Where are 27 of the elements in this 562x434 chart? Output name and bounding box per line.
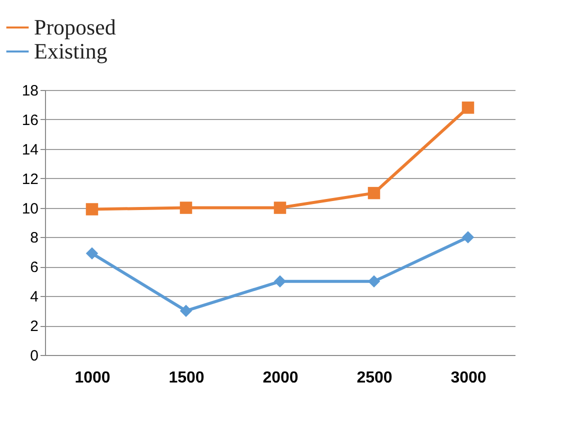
x-tick-label: 1500 bbox=[168, 370, 204, 386]
point bbox=[86, 203, 98, 216]
x-tick-label: 1000 bbox=[74, 370, 110, 386]
y-tick-label: 6 bbox=[30, 259, 38, 276]
y-tick-label: 0 bbox=[30, 348, 38, 364]
y-tick-label: 2 bbox=[30, 318, 38, 336]
y-tick-label: 12 bbox=[22, 170, 38, 188]
point bbox=[368, 186, 380, 200]
point bbox=[180, 202, 192, 214]
legend-label: Proposed bbox=[34, 14, 116, 40]
point bbox=[462, 231, 474, 244]
point bbox=[368, 275, 380, 288]
x-tick-label: 2500 bbox=[356, 370, 392, 386]
point bbox=[180, 304, 192, 317]
point bbox=[462, 102, 474, 114]
y-tick-label: 10 bbox=[22, 200, 38, 218]
y-tick-label: 4 bbox=[30, 288, 38, 306]
y-tick-label: 16 bbox=[22, 112, 38, 129]
x-tick-label: 3000 bbox=[450, 370, 486, 386]
point bbox=[274, 202, 286, 214]
y-tick-label: 18 bbox=[22, 82, 38, 100]
x-tick-label: 2000 bbox=[262, 370, 298, 386]
point bbox=[274, 275, 286, 288]
point bbox=[86, 247, 98, 260]
y-tick-label: 8 bbox=[30, 230, 38, 247]
y-tick-label: 14 bbox=[22, 141, 38, 158]
legend-label: Existing bbox=[34, 38, 108, 64]
